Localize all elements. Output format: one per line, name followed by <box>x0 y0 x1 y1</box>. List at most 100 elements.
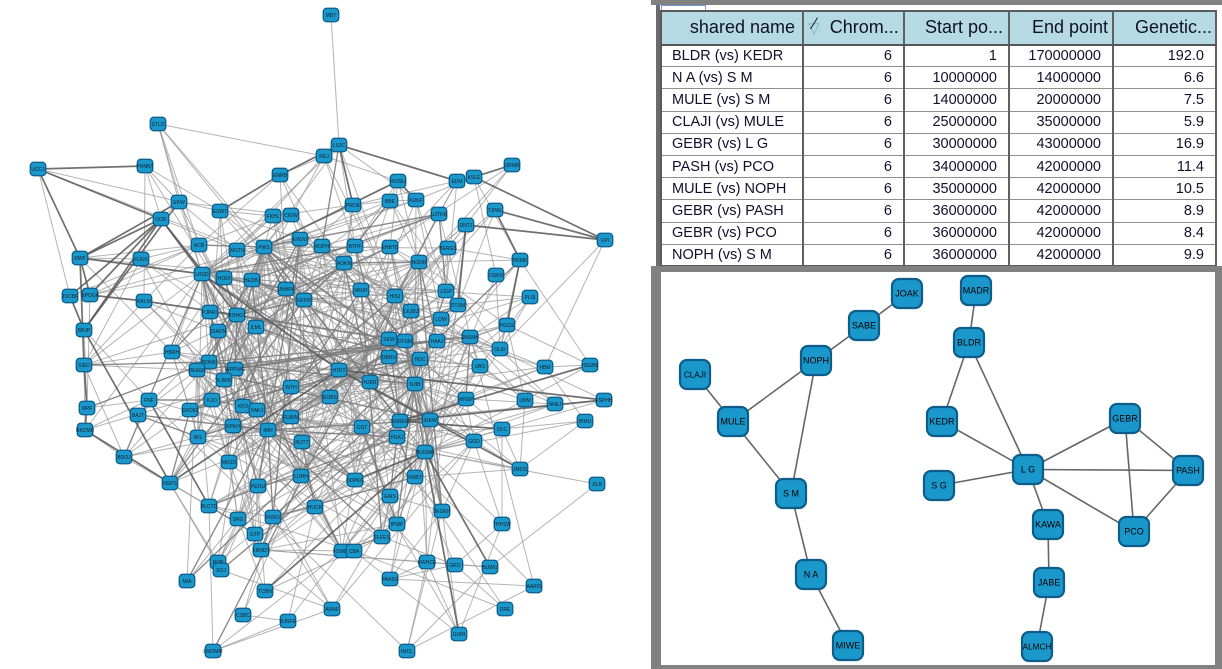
svg-text:PEOU: PEOU <box>251 484 266 490</box>
svg-text:EHBTD: EHBTD <box>382 245 399 251</box>
svg-text:IPWP: IPWP <box>391 522 404 528</box>
svg-text:NNEJ: NNEJ <box>548 402 562 408</box>
svg-text:UPI: UPI <box>601 238 609 244</box>
svg-text:NJIB: NJIB <box>410 382 422 388</box>
svg-text:HUCR: HUCR <box>308 505 323 511</box>
svg-text:UNHFK: UNHFK <box>277 287 295 293</box>
svg-text:PRMK: PRMK <box>513 258 528 264</box>
svg-text:GGD: GGD <box>468 439 480 445</box>
svg-text:LRSD: LRSD <box>195 272 209 278</box>
svg-text:SIED: SIED <box>78 363 90 369</box>
svg-text:N A: N A <box>804 569 819 579</box>
svg-text:L G: L G <box>1021 464 1035 474</box>
svg-text:PGKJ: PGKJ <box>390 435 404 441</box>
svg-text:IMCL: IMCL <box>401 649 413 655</box>
svg-text:BAJT: BAJT <box>132 413 144 419</box>
svg-text:FLFES: FLFES <box>374 535 390 541</box>
svg-text:ROSIU: ROSIU <box>390 179 406 185</box>
svg-text:EROIG: EROIG <box>182 408 198 414</box>
svg-text:BIMU: BIMU <box>579 419 592 425</box>
svg-text:BJNFE: BJNFE <box>280 619 297 625</box>
svg-text:NOPH: NOPH <box>803 355 829 365</box>
svg-text:JOAK: JOAK <box>895 288 919 298</box>
svg-text:WPPWG: WPPWG <box>225 367 245 373</box>
svg-text:WJPH: WJPH <box>315 244 330 250</box>
svg-text:BLDR: BLDR <box>957 337 982 347</box>
svg-text:DEASF: DEASF <box>189 368 206 374</box>
svg-text:SNSMH: SNSMH <box>461 335 479 341</box>
svg-text:ERNOT: ERNOT <box>252 548 270 554</box>
svg-text:HEDBJ: HEDBJ <box>244 278 261 284</box>
svg-text:AOKN: AOKN <box>337 261 352 267</box>
svg-text:BDNK: BDNK <box>202 360 217 366</box>
svg-text:EPKH: EPKH <box>226 424 240 430</box>
svg-text:FUUK: FUUK <box>134 257 148 263</box>
svg-text:CIGW: CIGW <box>284 213 298 219</box>
svg-text:WGTN: WGTN <box>229 248 245 254</box>
svg-text:UBO: UBO <box>475 364 486 370</box>
svg-text:GFPR: GFPR <box>297 298 311 304</box>
svg-text:WTH: WTH <box>285 385 297 391</box>
svg-text:EWHCE: EWHCE <box>418 560 437 566</box>
svg-text:HODI: HODI <box>218 276 231 282</box>
svg-text:IGKW: IGKW <box>423 418 437 424</box>
svg-text:DNTJ: DNTJ <box>460 223 473 229</box>
svg-text:BUWU: BUWU <box>482 565 498 571</box>
svg-text:JMOS: JMOS <box>513 467 528 473</box>
svg-text:KJWB: KJWB <box>217 378 232 384</box>
svg-text:RWF: RWF <box>74 256 85 262</box>
svg-text:NSREM: NSREM <box>391 419 409 425</box>
svg-text:FSPHH: FSPHH <box>596 398 613 404</box>
svg-text:ALMCH: ALMCH <box>1023 642 1052 651</box>
svg-text:HJER: HJER <box>363 380 376 386</box>
svg-text:FKRO: FKRO <box>266 515 280 521</box>
svg-text:BERGS: BERGS <box>439 246 457 252</box>
svg-text:ODPKG: ODPKG <box>346 478 364 484</box>
svg-text:JABE: JABE <box>1038 577 1061 587</box>
svg-text:CGT: CGT <box>357 425 368 431</box>
svg-text:JOCBF: JOCBF <box>62 294 78 300</box>
svg-text:SABE: SABE <box>852 320 876 330</box>
svg-text:KSLE: KSLE <box>468 175 481 181</box>
svg-text:LWM: LWM <box>519 398 530 404</box>
svg-text:ESWT: ESWT <box>213 209 227 215</box>
svg-text:EWJU: EWJU <box>293 237 308 243</box>
svg-text:RKCMD: RKCMD <box>76 428 95 434</box>
svg-text:HGC: HGC <box>414 357 426 363</box>
svg-text:MPF: MPF <box>82 406 93 412</box>
svg-text:URMR: URMR <box>505 163 520 169</box>
svg-text:FSWBR: FSWBR <box>333 549 351 555</box>
svg-text:IKJTT: IKJTT <box>295 440 308 446</box>
svg-text:JEGKH: JEGKH <box>434 509 451 515</box>
svg-text:NSPS: NSPS <box>163 481 177 487</box>
svg-text:SRG: SRG <box>233 517 244 523</box>
svg-text:MBT: MBT <box>326 13 337 19</box>
svg-text:KJO: KJO <box>207 398 217 404</box>
svg-text:S G: S G <box>931 480 947 490</box>
svg-text:BBJP: BBJP <box>78 328 91 334</box>
svg-text:PLSI: PLSI <box>525 295 536 301</box>
svg-text:DTSM: DTSM <box>451 303 465 309</box>
svg-text:HISJ: HISJ <box>390 294 401 300</box>
svg-text:UCCJ: UCCJ <box>31 167 45 173</box>
svg-text:BDOJ: BDOJ <box>117 455 131 461</box>
svg-text:HSGBE: HSGBE <box>581 363 599 369</box>
svg-text:KUKF: KUKF <box>409 198 422 204</box>
svg-text:MULE: MULE <box>720 416 745 426</box>
svg-text:MIWE: MIWE <box>836 640 861 650</box>
svg-text:CBA: CBA <box>349 549 360 555</box>
svg-text:GTP: GTP <box>250 532 261 538</box>
svg-text:EOBS: EOBS <box>323 395 338 401</box>
svg-text:EAIS: EAIS <box>384 494 396 500</box>
svg-text:FKHL: FKHL <box>267 214 280 220</box>
svg-text:OSKS: OSKS <box>489 273 504 279</box>
svg-text:ARNF: ARNF <box>325 607 339 613</box>
svg-text:HUGMH: HUGMH <box>416 450 435 456</box>
svg-text:DRE: DRE <box>500 607 511 613</box>
svg-text:UJTKR: UJTKR <box>431 212 448 218</box>
svg-text:STLO: STLO <box>151 122 164 128</box>
svg-text:NPOGK: NPOGK <box>81 293 100 299</box>
svg-text:ILML: ILML <box>250 325 261 331</box>
svg-text:FAKJ: FAKJ <box>251 408 263 414</box>
svg-text:GURI: GURI <box>453 632 466 638</box>
